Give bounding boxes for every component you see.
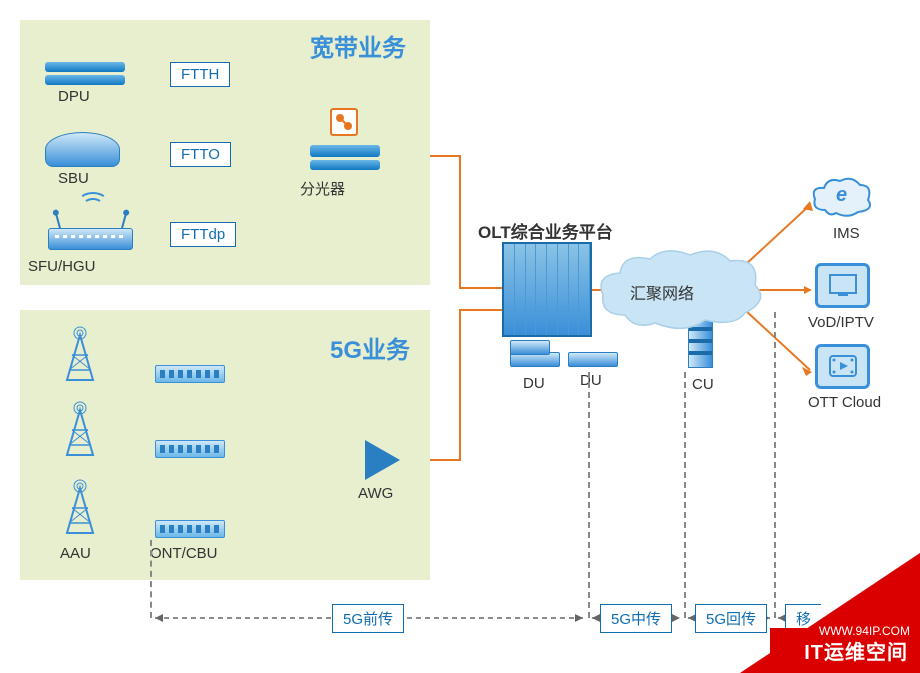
vod-label: VoD/IPTV xyxy=(808,314,874,331)
fiveg-title: 5G业务 xyxy=(330,330,410,365)
olt-chassis xyxy=(502,242,592,337)
banner-brand: IT运维空间 xyxy=(804,636,908,665)
dpu-label: DPU xyxy=(58,88,90,105)
sbu-device xyxy=(45,132,120,167)
dpu-device xyxy=(45,62,125,72)
tower-2 xyxy=(55,400,105,460)
svg-text:e: e xyxy=(836,184,847,206)
splitter-label: 分光器 xyxy=(300,178,345,199)
aau-label: AAU xyxy=(60,545,91,562)
splitter-device xyxy=(310,145,380,157)
ftth-tag: FTTH xyxy=(170,62,230,87)
fronthaul-label: 5G前传 xyxy=(332,604,404,633)
ont-3-ports xyxy=(160,525,220,533)
sfu-device xyxy=(48,228,133,250)
ott-icon xyxy=(815,344,870,389)
du2-label: DU xyxy=(580,372,602,389)
sfu-leds xyxy=(55,235,125,238)
fttdp-tag: FTTdp xyxy=(170,222,236,247)
tower-1 xyxy=(55,325,105,385)
ims-label: IMS xyxy=(833,225,860,242)
cu-label: CU xyxy=(692,376,714,393)
dash-3 xyxy=(684,372,686,618)
dpu-device-b xyxy=(45,75,125,85)
splitter-icon xyxy=(330,108,358,136)
tower-3 xyxy=(55,478,105,538)
vod-icon xyxy=(815,263,870,308)
dash-1 xyxy=(150,540,152,618)
cloud-label: 汇聚网络 xyxy=(630,280,694,304)
midhaul-label: 5G中传 xyxy=(600,604,672,633)
ont-1-ports xyxy=(160,370,220,378)
du2-device xyxy=(568,352,618,367)
awg-device xyxy=(365,440,400,480)
du1-label: DU xyxy=(523,375,545,392)
ims-cloud: e xyxy=(810,175,875,220)
olt-title: OLT综合业务平台 xyxy=(478,218,613,243)
sfu-label: SFU/HGU xyxy=(28,258,96,275)
splitter-device-b xyxy=(310,160,380,170)
ftto-tag: FTTO xyxy=(170,142,231,167)
sbu-label: SBU xyxy=(58,170,89,187)
ont-2-ports xyxy=(160,445,220,453)
ott-label: OTT Cloud xyxy=(808,394,881,411)
dash-2 xyxy=(588,372,590,618)
du1-device-b xyxy=(510,340,550,355)
broadband-title: 宽带业务 xyxy=(310,28,406,63)
ont-label: ONT/CBU xyxy=(150,545,218,562)
awg-label: AWG xyxy=(358,485,393,502)
